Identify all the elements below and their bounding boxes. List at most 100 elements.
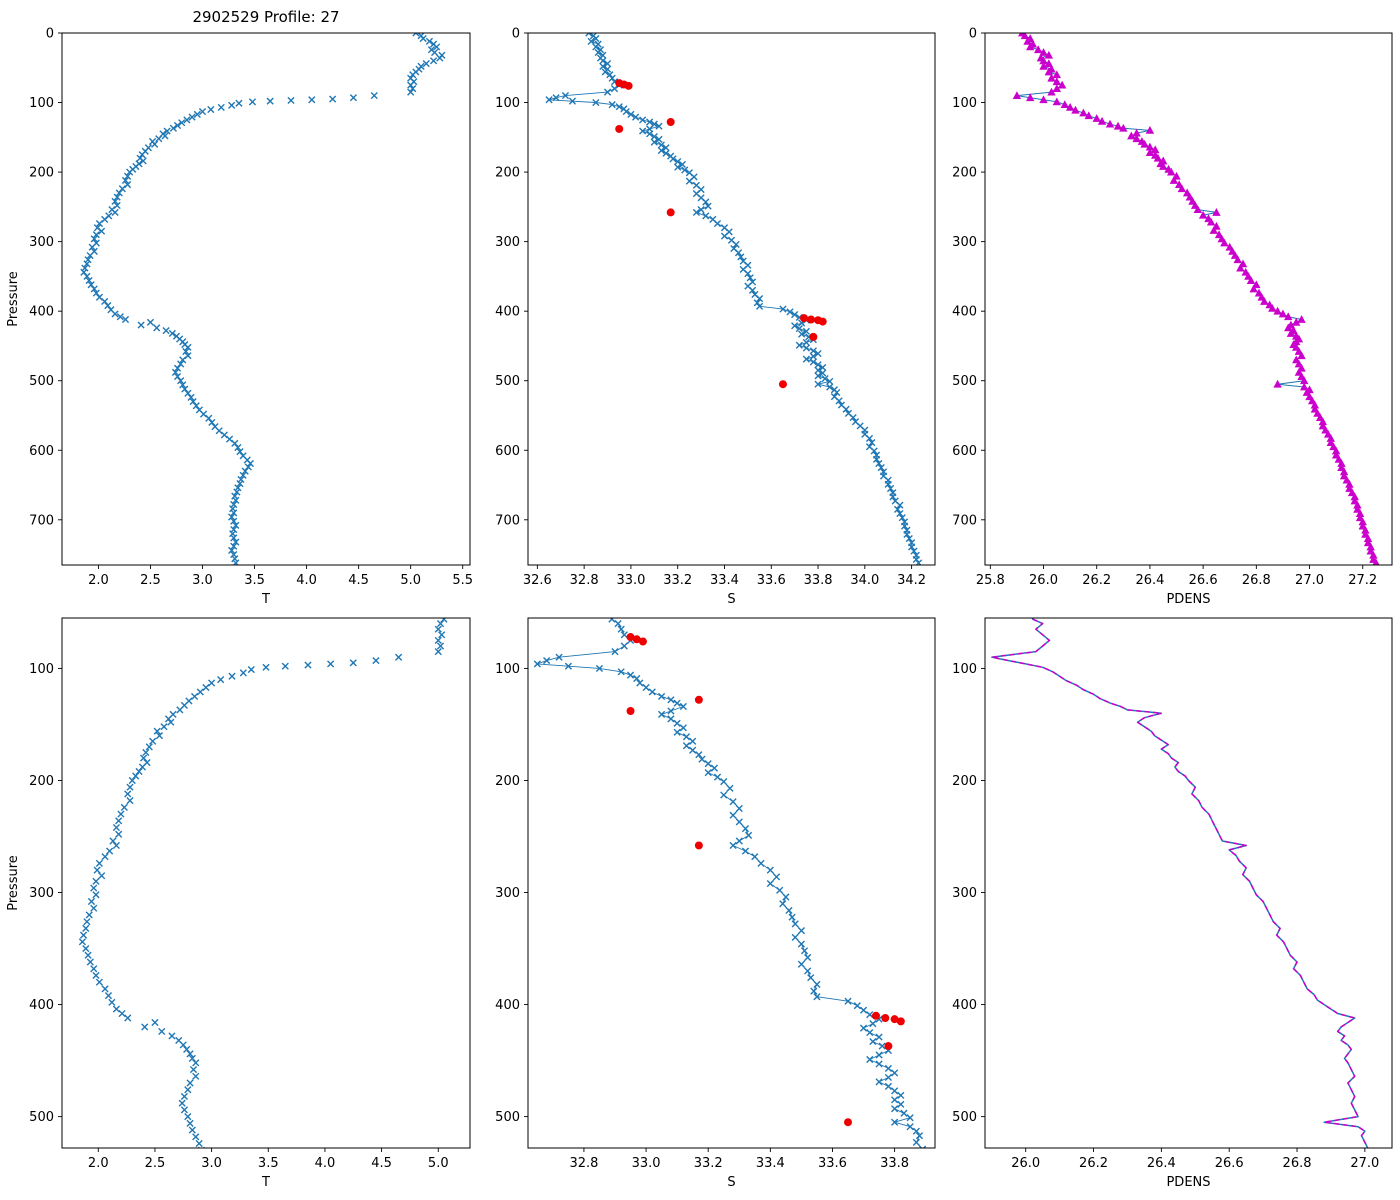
svg-text:33.6: 33.6 (818, 1156, 847, 1171)
svg-text:2.5: 2.5 (145, 1156, 166, 1171)
svg-text:33.4: 33.4 (756, 1156, 785, 1171)
s-zoom-S_outliers-series-1 (626, 633, 905, 1127)
svg-text:4.5: 4.5 (348, 573, 369, 588)
axis-ticks-s-full: 32.6 32.8 33.0 33.2 33.4 33.6 33.8 34.0 34.2 0 100… (495, 27, 926, 589)
svg-text:500: 500 (495, 1110, 520, 1125)
axes-frame-pdens-full (984, 32, 1393, 566)
s-full-S-series-0 (545, 33, 923, 565)
series-group-pdens-full (1012, 33, 1380, 565)
svg-text:200: 200 (29, 166, 54, 181)
svg-text:26.2: 26.2 (1079, 1156, 1108, 1171)
xlabel-pdens-full: PDENS (1166, 592, 1210, 607)
svg-text:0: 0 (46, 27, 54, 42)
svg-text:33.8: 33.8 (804, 573, 833, 588)
figure-title: 2902529 Profile: 27 (192, 8, 340, 26)
svg-text:400: 400 (495, 998, 520, 1013)
pdens-zoom-PDENS-series-1 (991, 618, 1369, 1148)
subplot-s-zoom: 32.8 33.0 33.2 33.4 33.6 33.8 100 200 300 400 500 S (495, 617, 936, 1190)
axis-ticks-pdens-full: 25.8 26.0 26.2 26.4 26.6 26.8 27.0 27.2 0 100 200 3… (952, 27, 1377, 589)
svg-text:26.0: 26.0 (1029, 573, 1058, 588)
svg-text:100: 100 (29, 662, 54, 677)
svg-text:33.2: 33.2 (663, 573, 692, 588)
svg-text:200: 200 (952, 166, 977, 181)
svg-text:2.0: 2.0 (88, 1156, 109, 1171)
svg-text:300: 300 (952, 235, 977, 250)
svg-text:3.0: 3.0 (192, 573, 213, 588)
xlabel-s-zoom: S (727, 1175, 735, 1190)
svg-text:700: 700 (952, 513, 977, 528)
xlabel-s-full: S (727, 592, 735, 607)
svg-text:300: 300 (29, 886, 54, 901)
ylabel-t-full: Pressure (6, 271, 21, 327)
xlabel-pdens-zoom: PDENS (1166, 1175, 1210, 1190)
axis-ticks-t-full: 2.0 2.5 3.0 3.5 4.0 4.5 5.0 5.5 0 100 200 300 400 500… (29, 27, 473, 589)
svg-text:2.0: 2.0 (88, 573, 109, 588)
svg-text:27.0: 27.0 (1350, 1156, 1379, 1171)
svg-text:500: 500 (952, 1110, 977, 1125)
svg-text:200: 200 (29, 774, 54, 789)
series-group-t-full (80, 33, 446, 565)
svg-text:200: 200 (495, 774, 520, 789)
svg-text:400: 400 (29, 305, 54, 320)
series-group-t-zoom (78, 618, 451, 1148)
svg-text:26.8: 26.8 (1283, 1156, 1312, 1171)
s-zoom-S-series-0 (533, 618, 927, 1148)
svg-text:4.0: 4.0 (315, 1156, 336, 1171)
svg-text:32.8: 32.8 (569, 1156, 598, 1171)
svg-text:5.5: 5.5 (452, 573, 473, 588)
svg-text:100: 100 (495, 96, 520, 111)
svg-text:26.2: 26.2 (1082, 573, 1111, 588)
svg-text:600: 600 (29, 444, 54, 459)
svg-text:4.0: 4.0 (296, 573, 317, 588)
svg-text:400: 400 (952, 305, 977, 320)
svg-text:500: 500 (495, 374, 520, 389)
svg-text:33.4: 33.4 (710, 573, 739, 588)
svg-text:27.2: 27.2 (1348, 573, 1377, 588)
svg-text:32.6: 32.6 (523, 573, 552, 588)
svg-text:0: 0 (512, 27, 520, 42)
svg-text:33.0: 33.0 (616, 573, 645, 588)
svg-text:26.6: 26.6 (1189, 573, 1218, 588)
svg-text:4.5: 4.5 (371, 1156, 392, 1171)
axis-ticks-s-zoom: 32.8 33.0 33.2 33.4 33.6 33.8 100 200 300 400 500 (495, 662, 909, 1171)
series-group-pdens-zoom (991, 618, 1369, 1148)
axes-frame-t-full (61, 32, 471, 566)
pdens-zoom-PDENS-series-0 (991, 618, 1369, 1148)
svg-text:400: 400 (952, 998, 977, 1013)
svg-text:300: 300 (495, 886, 520, 901)
xlabel-t-zoom: T (261, 1175, 270, 1190)
ylabel-t-zoom: Pressure (6, 855, 21, 911)
svg-text:400: 400 (29, 998, 54, 1013)
axes-frame-t-zoom (61, 617, 471, 1149)
svg-text:500: 500 (29, 374, 54, 389)
svg-text:200: 200 (952, 774, 977, 789)
series-group-s-zoom (533, 618, 927, 1148)
svg-text:700: 700 (495, 513, 520, 528)
svg-text:500: 500 (29, 1110, 54, 1125)
pdens-full-PDENS-series-0 (1012, 33, 1380, 565)
svg-text:33.0: 33.0 (632, 1156, 661, 1171)
xlabel-t-full: T (261, 592, 270, 607)
series-group-s-full (545, 33, 923, 565)
svg-text:3.0: 3.0 (201, 1156, 222, 1171)
svg-text:200: 200 (495, 166, 520, 181)
axis-ticks-pdens-zoom: 26.0 26.2 26.4 26.6 26.8 27.0 100 200 300 400 500 (952, 662, 1379, 1171)
svg-text:100: 100 (952, 662, 977, 677)
svg-text:500: 500 (952, 374, 977, 389)
svg-text:25.8: 25.8 (976, 573, 1005, 588)
t-full-T-series-0 (80, 33, 446, 565)
svg-text:33.2: 33.2 (694, 1156, 723, 1171)
svg-text:0: 0 (969, 27, 977, 42)
svg-text:26.4: 26.4 (1147, 1156, 1176, 1171)
svg-text:100: 100 (29, 96, 54, 111)
svg-text:700: 700 (29, 513, 54, 528)
axis-ticks-t-zoom: 2.0 2.5 3.0 3.5 4.0 4.5 5.0 100 200 300 400 500 (29, 662, 448, 1171)
subplot-pdens-full: 25.8 26.0 26.2 26.4 26.6 26.8 27.0 27.2 0 100 200 3… (952, 27, 1393, 607)
axes-frame-s-full (527, 32, 936, 566)
svg-text:32.8: 32.8 (570, 573, 599, 588)
subplot-t-full: 2.0 2.5 3.0 3.5 4.0 4.5 5.0 5.5 0 100 200 300 400 500… (6, 27, 473, 608)
s-full-S_outliers-series-1 (615, 79, 827, 389)
svg-text:5.0: 5.0 (428, 1156, 449, 1171)
subplot-t-zoom: 2.0 2.5 3.0 3.5 4.0 4.5 5.0 100 200 300 400 500 T Pre… (6, 617, 471, 1190)
